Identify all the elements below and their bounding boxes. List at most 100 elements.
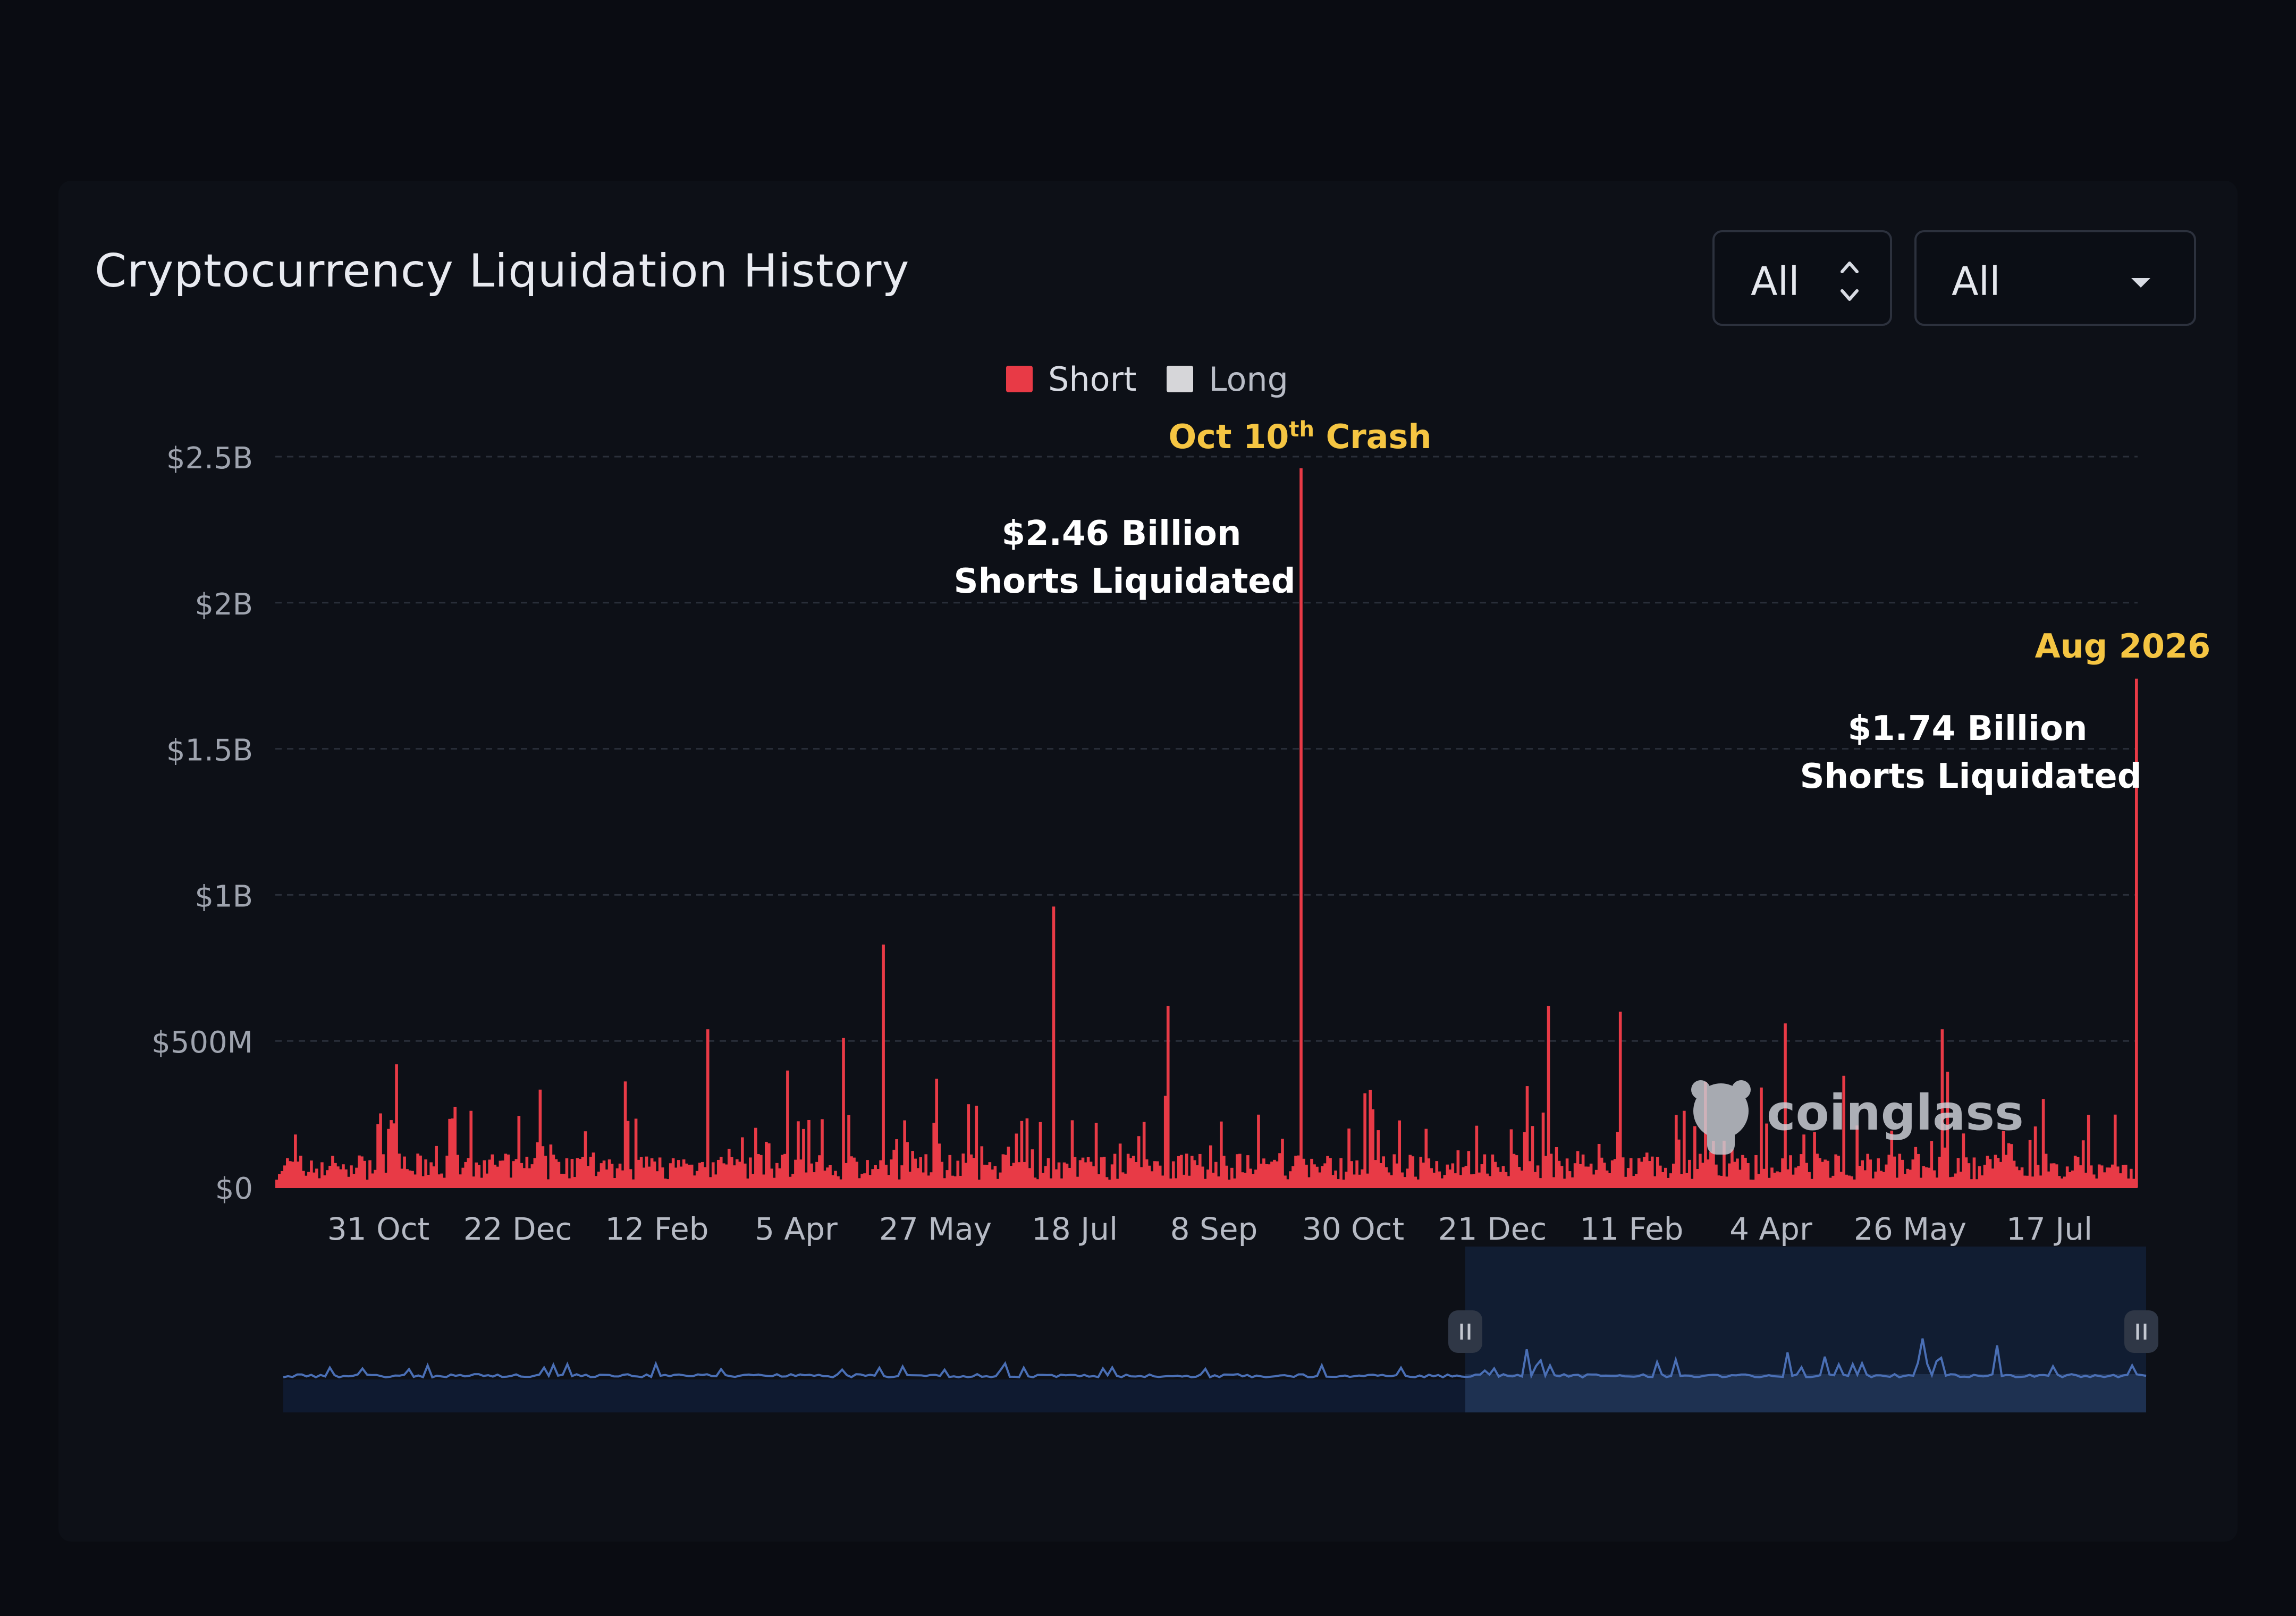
- legend-label-long: Long: [1209, 360, 1288, 399]
- bar-short: [1640, 1162, 1643, 1187]
- bar-short: [645, 1156, 648, 1187]
- bar-short: [1704, 1082, 1707, 1187]
- bar-short: [1882, 1172, 1886, 1187]
- bar-short: [477, 1165, 481, 1187]
- bar-short: [1589, 1163, 1593, 1187]
- bar-short: [416, 1154, 419, 1187]
- bar-short: [1137, 1136, 1141, 1187]
- bar-short: [541, 1146, 545, 1187]
- bar-short: [693, 1175, 696, 1187]
- x-tick-label: 8 Sep: [1170, 1211, 1258, 1247]
- bar-short: [413, 1174, 417, 1187]
- bar-short: [429, 1162, 433, 1187]
- bar-short: [852, 1157, 856, 1187]
- bar-short: [1752, 1180, 1755, 1187]
- bar-short: [464, 1162, 468, 1187]
- bar-short: [2052, 1163, 2056, 1187]
- bar-short: [528, 1168, 531, 1187]
- bar-short: [2118, 1173, 2122, 1187]
- bar-short: [1813, 1132, 1816, 1187]
- bar-short: [813, 1172, 816, 1187]
- bar-short: [752, 1174, 755, 1187]
- bar-short: [959, 1175, 963, 1187]
- bar-short: [1855, 1125, 1859, 1187]
- bar-short: [342, 1164, 345, 1187]
- bar-short: [1536, 1165, 1540, 1187]
- bar-short: [517, 1116, 521, 1187]
- bar-short: [1723, 1140, 1726, 1187]
- bar-short: [1390, 1175, 1393, 1187]
- bar-short: [2089, 1165, 2093, 1187]
- bar-short: [1225, 1165, 1228, 1187]
- bar-short: [1842, 1075, 1845, 1187]
- bar-short: [1070, 1120, 1074, 1187]
- bar-short: [700, 1162, 704, 1187]
- bar-short: [1244, 1173, 1247, 1187]
- range-navigator[interactable]: [283, 1247, 2158, 1412]
- navigator-handle-right[interactable]: [2124, 1310, 2158, 1353]
- bar-short: [2132, 1179, 2135, 1187]
- x-tick-label: 30 Oct: [1302, 1211, 1405, 1247]
- bar-short: [2060, 1178, 2064, 1187]
- bar-short: [1837, 1156, 1840, 1187]
- exchange-select[interactable]: All: [1914, 230, 2196, 326]
- bar-short: [2023, 1175, 2027, 1187]
- bar-short: [1720, 1175, 1723, 1187]
- bar-short: [1318, 1172, 1321, 1187]
- bar-short: [1249, 1168, 1252, 1187]
- bar-short: [991, 1169, 994, 1187]
- bar-short: [1179, 1155, 1183, 1187]
- bar-short: [922, 1172, 925, 1187]
- bar-short: [1440, 1178, 1444, 1187]
- watermark-text: coinglass: [1767, 1084, 2024, 1141]
- bar-short: [919, 1157, 922, 1187]
- bar-short: [1610, 1160, 1614, 1187]
- bar-short: [613, 1178, 617, 1187]
- bar-short: [1371, 1109, 1374, 1187]
- bar-short: [1602, 1163, 1606, 1187]
- bar-short: [1185, 1154, 1188, 1187]
- bar-short: [1850, 1176, 1853, 1187]
- bar-short: [578, 1159, 582, 1187]
- bar-short: [1547, 1006, 1550, 1187]
- bar-short: [860, 1174, 864, 1187]
- legend-item-short[interactable]: Short: [1006, 360, 1136, 399]
- bar-short: [732, 1165, 736, 1187]
- bar-short: [906, 1142, 909, 1187]
- bar-short: [969, 1154, 973, 1187]
- bar-short: [1632, 1176, 1635, 1187]
- bar-short: [807, 1120, 811, 1187]
- bar-short: [2068, 1172, 2072, 1187]
- bar-short: [1451, 1163, 1455, 1187]
- bar-short: [855, 1162, 858, 1187]
- bar-short: [1400, 1172, 1404, 1187]
- bar-short: [1015, 1133, 1018, 1187]
- bar-short: [863, 1173, 866, 1187]
- bar-short: [1669, 1173, 1673, 1187]
- bar-short: [1810, 1179, 1813, 1187]
- bar-short: [791, 1174, 795, 1187]
- bar-short: [663, 1179, 667, 1187]
- bar-short: [924, 1154, 927, 1187]
- bar-short: [1307, 1177, 1311, 1187]
- bar-short: [1754, 1155, 1758, 1187]
- bar-short: [1847, 1175, 1851, 1187]
- bar-short: [773, 1177, 776, 1187]
- legend-item-long[interactable]: Long: [1167, 360, 1288, 399]
- bar-short: [786, 1070, 789, 1187]
- bar-short: [618, 1163, 622, 1187]
- bar-short: [294, 1134, 297, 1187]
- navigator-handle-left[interactable]: [1448, 1310, 1482, 1353]
- bar-short: [538, 1089, 542, 1187]
- bar-short: [1911, 1159, 1915, 1187]
- bar-short: [1233, 1178, 1236, 1187]
- bar-short: [435, 1146, 438, 1187]
- bar-short: [980, 1146, 984, 1187]
- bar-short: [1329, 1158, 1332, 1187]
- bar-short: [1081, 1157, 1085, 1187]
- bar-short: [530, 1164, 534, 1187]
- bar-short: [940, 1162, 944, 1187]
- symbol-select[interactable]: All: [1712, 230, 1892, 326]
- bar-short: [1637, 1158, 1641, 1187]
- bar-short: [2084, 1173, 2088, 1187]
